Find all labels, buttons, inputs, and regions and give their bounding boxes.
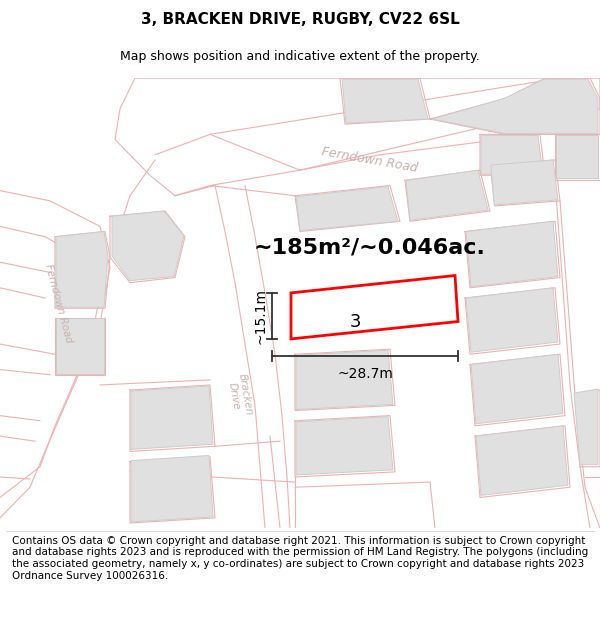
Text: Bracken
Drive: Bracken Drive [226, 372, 254, 418]
Polygon shape [342, 79, 428, 123]
Polygon shape [466, 288, 558, 352]
Text: ~15.1m: ~15.1m [253, 288, 267, 344]
Text: Ferndown Road: Ferndown Road [321, 145, 419, 175]
Polygon shape [432, 79, 598, 133]
Polygon shape [296, 350, 393, 409]
Polygon shape [56, 319, 104, 374]
Text: Map shows position and indicative extent of the property.: Map shows position and indicative extent… [120, 50, 480, 62]
Text: 3, BRACKEN DRIVE, RUGBY, CV22 6SL: 3, BRACKEN DRIVE, RUGBY, CV22 6SL [140, 12, 460, 27]
Text: 3: 3 [350, 312, 361, 331]
Polygon shape [574, 389, 598, 465]
Polygon shape [476, 426, 568, 496]
Polygon shape [131, 386, 213, 449]
Text: ~28.7m: ~28.7m [337, 366, 393, 381]
Polygon shape [471, 354, 563, 424]
Polygon shape [112, 211, 184, 281]
Text: ~185m²/~0.046ac.: ~185m²/~0.046ac. [254, 237, 486, 257]
Text: Ferndown Road: Ferndown Road [43, 262, 73, 344]
Polygon shape [481, 136, 543, 174]
Text: Contains OS data © Crown copyright and database right 2021. This information is : Contains OS data © Crown copyright and d… [12, 536, 588, 581]
Polygon shape [131, 456, 213, 522]
Polygon shape [556, 136, 598, 178]
Polygon shape [296, 186, 398, 231]
Polygon shape [406, 170, 488, 220]
Polygon shape [296, 417, 393, 475]
Polygon shape [466, 221, 558, 287]
Polygon shape [491, 160, 558, 205]
Polygon shape [56, 231, 108, 308]
